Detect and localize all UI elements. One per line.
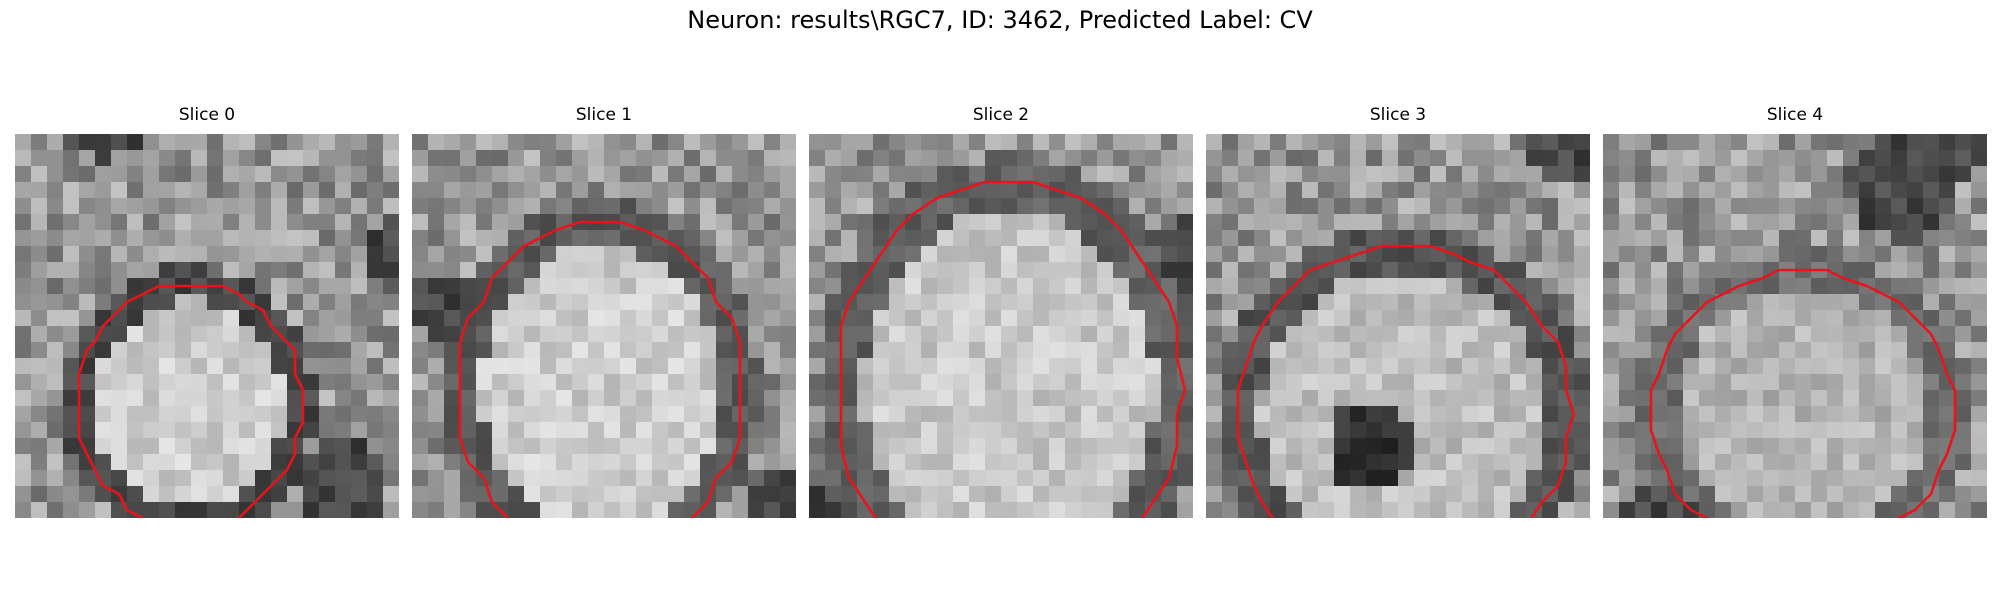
slice-image	[1603, 134, 1987, 518]
contour-outline	[1236, 244, 1576, 518]
slice-title: Slice 3	[1369, 105, 1427, 125]
cell-contour	[839, 180, 1187, 518]
cell-contour	[1649, 268, 1957, 518]
contour-outline	[77, 284, 305, 518]
cell-contour	[1236, 244, 1576, 518]
slice-title: Slice 0	[178, 105, 236, 125]
slice-title: Slice 1	[575, 105, 633, 125]
grayscale-pixels	[15, 134, 399, 518]
contour-outline	[1649, 268, 1957, 518]
cell-contour	[77, 284, 305, 518]
cell-contour	[458, 220, 742, 518]
slice-image	[412, 134, 796, 518]
slice-image	[1206, 134, 1590, 518]
slice-image	[15, 134, 399, 518]
slice-title: Slice 2	[972, 105, 1030, 125]
grayscale-pixels	[1206, 134, 1590, 518]
contour-outline	[839, 180, 1187, 518]
contour-outline	[458, 220, 742, 518]
slice-image	[809, 134, 1193, 518]
slice-title: Slice 4	[1766, 105, 1824, 125]
grayscale-pixels	[809, 134, 1193, 518]
grayscale-pixels	[412, 134, 796, 518]
figure-title: Neuron: results\RGC7, ID: 3462, Predicte…	[687, 6, 1313, 34]
